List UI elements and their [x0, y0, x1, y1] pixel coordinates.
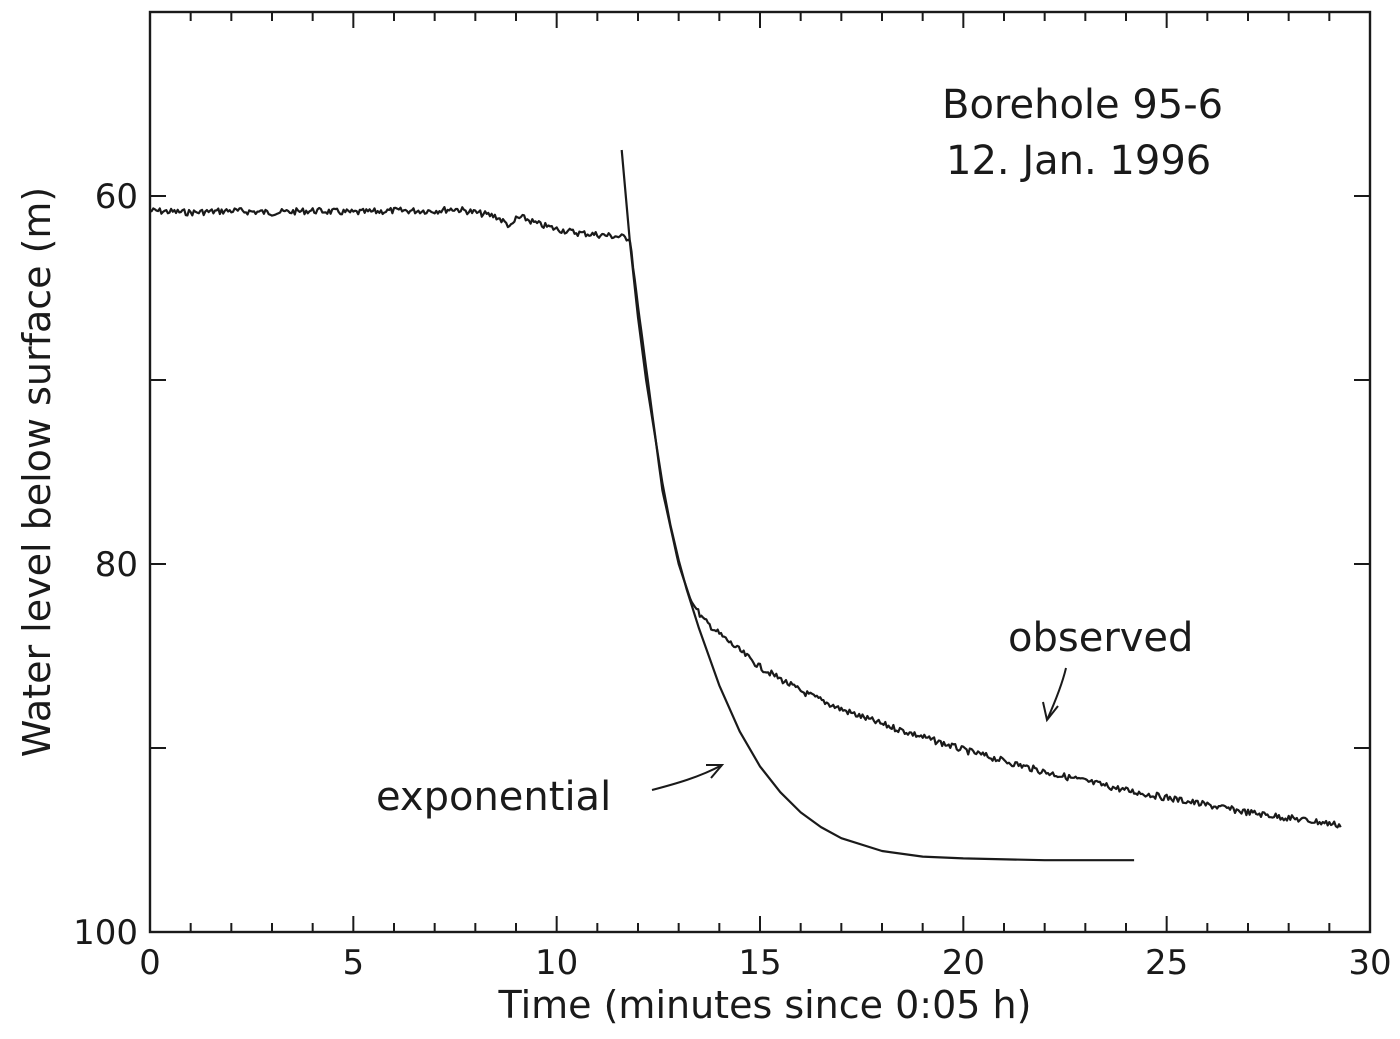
- axis-ticks: [149, 11, 1371, 933]
- y-tick-label: 60: [95, 177, 138, 217]
- x-tick-label: 10: [535, 943, 578, 983]
- series-line-observed: [149, 206, 1342, 829]
- axis-tick-labels: 0 5 10 15 20 25 30 60 80 100: [73, 177, 1392, 983]
- x-tick-label: 5: [343, 943, 365, 983]
- y-axis-title: Water level below surface (m): [15, 187, 59, 758]
- annotation-exponential: exponential: [376, 774, 611, 820]
- series-group: [149, 149, 1342, 862]
- annotation-observed: observed: [1008, 615, 1193, 661]
- x-tick-label: 30: [1348, 943, 1391, 983]
- x-tick-label: 15: [738, 943, 781, 983]
- x-tick-label: 20: [942, 943, 985, 983]
- exponential-arrow: [651, 764, 723, 791]
- y-tick-label: 80: [95, 545, 138, 585]
- x-tick-label: 0: [139, 943, 161, 983]
- series-line-exponential: [620, 149, 1135, 862]
- x-tick-label: 25: [1145, 943, 1188, 983]
- exponential-arrowhead: [706, 764, 725, 779]
- annotation-borehole: Borehole 95-6: [942, 82, 1223, 128]
- annotation-date: 12. Jan. 1996: [946, 138, 1211, 184]
- observed-arrow: [1046, 667, 1067, 721]
- y-tick-label: 100: [73, 913, 138, 953]
- observed-arrowhead: [1042, 701, 1059, 723]
- x-axis-title: Time (minutes since 0:05 h): [498, 983, 1032, 1027]
